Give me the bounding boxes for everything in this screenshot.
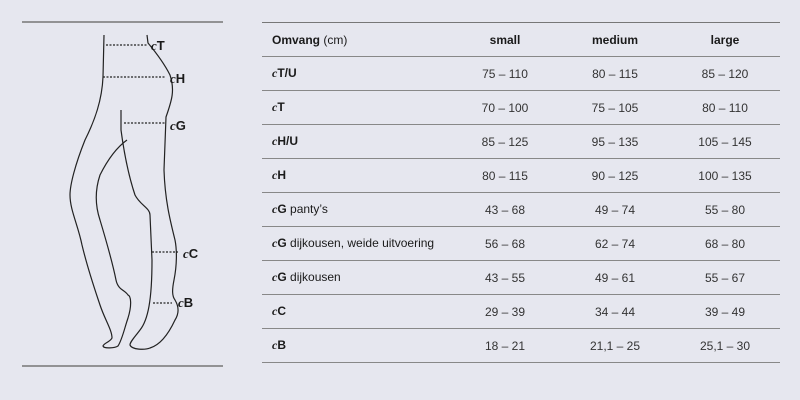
leg-measurement-illustration: cT cH cG cC cB [22, 21, 223, 367]
label-cc: cC [183, 246, 199, 261]
row-label: cH [272, 168, 286, 182]
row-value-small: 70 – 100 [481, 100, 529, 115]
row-value-large: 68 – 80 [704, 236, 746, 251]
row-value-medium: 34 – 44 [594, 304, 636, 319]
table-row: cG dijkousen, weide uitvoering 56 – 68 62 … [262, 227, 780, 261]
row-value-large: 85 – 120 [701, 66, 749, 81]
table-row: cT 70 – 100 75 – 105 80 – 110 [262, 91, 780, 125]
label-cb: cB [178, 295, 193, 310]
row-value-medium: 75 – 105 [591, 100, 639, 115]
table-row: cH/U 85 – 125 95 – 135 105 – 145 [262, 125, 780, 159]
row-value-large: 25,1 – 30 [699, 338, 751, 353]
header-label: Omvang (cm) [272, 32, 348, 47]
row-value-medium: 80 – 115 [592, 66, 638, 81]
measure-lines [103, 44, 178, 304]
row-value-small: 43 – 68 [484, 202, 526, 217]
row-label: cC [272, 304, 286, 318]
row-value-large: 55 – 80 [704, 202, 746, 217]
size-table: Omvang (cm) small medium large cT/U 75 –… [262, 22, 780, 363]
row-label: cG panty’s [272, 202, 328, 216]
row-label: cH/U [272, 134, 298, 148]
row-value-medium: 90 – 125 [591, 168, 639, 183]
table-header: Omvang (cm) small medium large [262, 23, 780, 57]
row-label: cB [272, 338, 286, 352]
row-value-medium: 49 – 74 [594, 202, 636, 217]
row-value-small: 29 – 39 [484, 304, 526, 319]
row-value-small: 43 – 55 [484, 270, 526, 285]
row-value-medium: 21,1 – 25 [589, 338, 641, 353]
label-ch: cH [170, 71, 185, 86]
row-label: cT/U [272, 66, 297, 80]
row-value-small: 85 – 125 [481, 134, 529, 149]
header-small: small [489, 32, 521, 47]
table-row: cH 80 – 115 90 – 125 100 – 135 [262, 159, 780, 193]
row-value-small: 18 – 21 [484, 338, 526, 353]
label-cg: cG [170, 118, 186, 133]
row-label: cT [272, 100, 285, 114]
row-label: cG dijkousen [272, 270, 341, 284]
table-row: cT/U 75 – 110 80 – 115 85 – 120 [262, 57, 780, 91]
table-row: cG dijkousen 43 – 55 49 – 61 55 – 67 [262, 261, 780, 295]
table-row: cG panty’s 43 – 68 49 – 74 55 – 80 [262, 193, 780, 227]
row-value-medium: 95 – 135 [591, 134, 639, 149]
row-value-large: 55 – 67 [704, 270, 746, 285]
row-value-small: 75 – 110 [482, 66, 528, 81]
row-value-small: 56 – 68 [484, 236, 526, 251]
row-value-large: 39 – 49 [704, 304, 746, 319]
header-medium: medium [591, 32, 638, 47]
row-value-medium: 62 – 74 [594, 236, 636, 251]
table-row: cC 29 – 39 34 – 44 39 – 49 [262, 295, 780, 329]
row-value-medium: 49 – 61 [594, 270, 636, 285]
row-value-small: 80 – 115 [482, 168, 528, 183]
row-label: cG dijkousen, weide uitvoering [272, 236, 435, 250]
header-large: large [710, 32, 740, 47]
leg-outline [69, 34, 179, 350]
row-value-large: 105 – 145 [698, 134, 752, 149]
label-ct: cT [151, 38, 165, 53]
row-value-large: 80 – 110 [702, 100, 748, 115]
row-value-large: 100 – 135 [698, 168, 752, 183]
table-row: cB 18 – 21 21,1 – 25 25,1 – 30 [262, 329, 780, 363]
